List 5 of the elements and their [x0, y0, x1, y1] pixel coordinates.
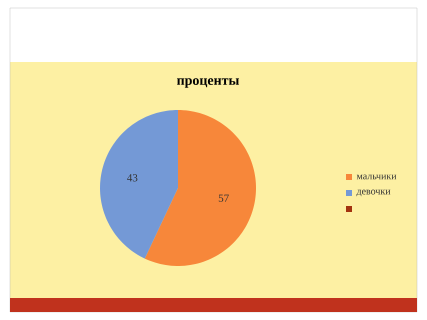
legend-label: мальчики [356, 174, 396, 180]
chart-title: проценты [176, 78, 240, 88]
data-label: 43 [127, 174, 138, 182]
data-label: 57 [218, 194, 229, 202]
legend-label: девочки [356, 190, 390, 196]
